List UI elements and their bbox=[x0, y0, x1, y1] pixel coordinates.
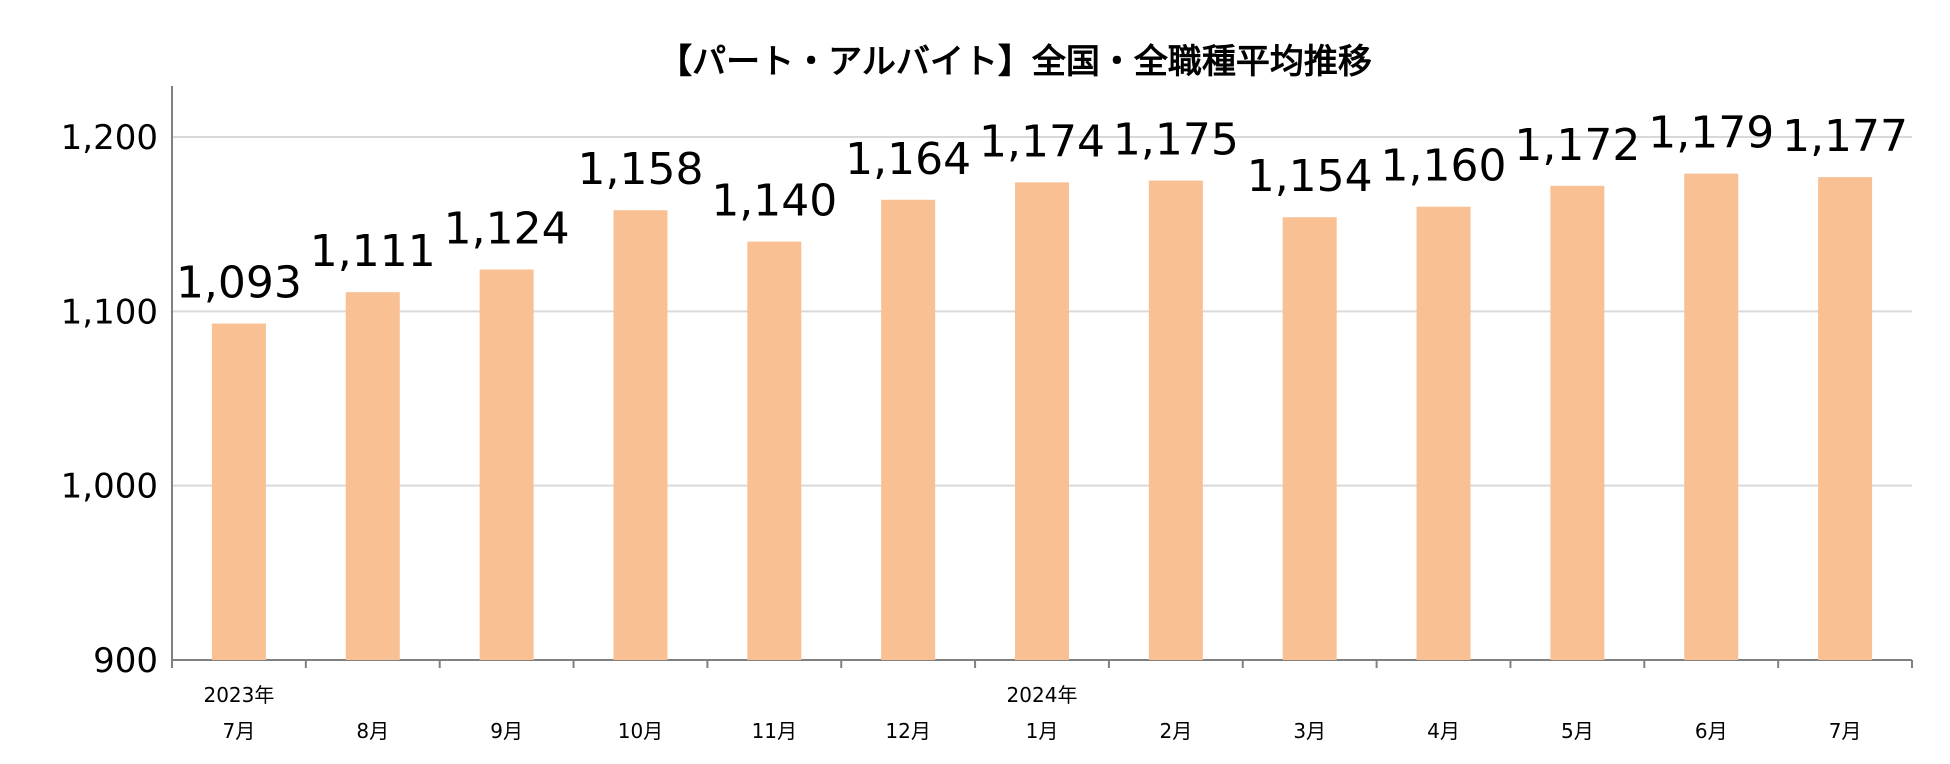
y-tick-label: 1,100 bbox=[61, 292, 158, 332]
bar bbox=[1148, 180, 1203, 661]
data-label: 1,164 bbox=[845, 134, 971, 185]
x-tick-label: 4月 bbox=[1427, 719, 1460, 743]
bar bbox=[613, 210, 668, 660]
data-label: 1,174 bbox=[979, 116, 1105, 167]
x-tick-label: 7月 bbox=[1829, 719, 1862, 743]
data-label: 1,140 bbox=[711, 176, 837, 227]
bar bbox=[1684, 173, 1739, 661]
data-label: 1,160 bbox=[1381, 141, 1507, 192]
x-tick-label: 7月 bbox=[223, 719, 256, 743]
x-tick-label: 8月 bbox=[356, 719, 389, 743]
x-tick-label: 12月 bbox=[885, 719, 930, 743]
data-label: 1,158 bbox=[577, 144, 703, 195]
data-label: 1,177 bbox=[1782, 111, 1908, 162]
x-tick-label: 9月 bbox=[490, 719, 523, 743]
bar bbox=[881, 199, 936, 660]
data-label: 1,175 bbox=[1113, 115, 1239, 166]
bar bbox=[1550, 185, 1605, 660]
y-tick-label: 1,200 bbox=[61, 118, 158, 158]
x-tick-label: 10月 bbox=[618, 719, 663, 743]
year-label: 2024年 bbox=[1007, 683, 1078, 707]
bar bbox=[1282, 217, 1337, 660]
data-label: 1,124 bbox=[444, 203, 570, 254]
bar bbox=[479, 269, 534, 660]
bar bbox=[1818, 177, 1873, 660]
bar bbox=[747, 241, 802, 660]
x-tick-label: 6月 bbox=[1695, 719, 1728, 743]
data-label: 1,179 bbox=[1648, 108, 1774, 159]
x-tick-label: 2月 bbox=[1159, 719, 1192, 743]
data-label: 1,154 bbox=[1247, 151, 1373, 202]
data-label: 1,172 bbox=[1514, 120, 1640, 171]
x-tick-label: 5月 bbox=[1561, 719, 1594, 743]
y-tick-label: 900 bbox=[93, 641, 158, 681]
bar bbox=[1416, 206, 1471, 660]
x-tick-label: 11月 bbox=[752, 719, 797, 743]
year-label: 2023年 bbox=[203, 683, 274, 707]
x-tick-label: 1月 bbox=[1026, 719, 1059, 743]
y-tick-label: 1,000 bbox=[61, 467, 158, 507]
bar bbox=[345, 292, 400, 660]
x-tick-label: 3月 bbox=[1293, 719, 1326, 743]
bar bbox=[1015, 182, 1069, 660]
bar bbox=[211, 323, 266, 660]
data-label: 1,111 bbox=[310, 226, 436, 277]
chart-title: 【パート・アルバイト】全国・全職種平均推移 bbox=[658, 42, 1372, 82]
data-label: 1,093 bbox=[176, 258, 302, 309]
